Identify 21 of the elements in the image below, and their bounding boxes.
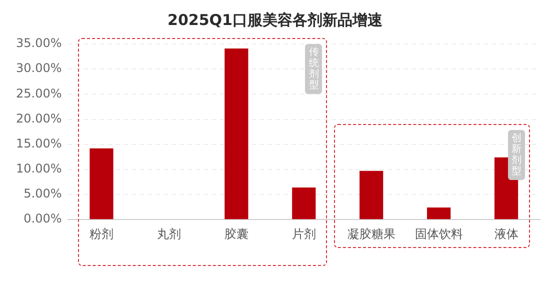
x-tick-label: 液体	[494, 226, 518, 241]
bar	[427, 208, 451, 220]
y-tick-label: 20.00%	[16, 111, 62, 126]
x-tick-label: 凝胶糖果	[347, 226, 396, 241]
bar	[292, 187, 316, 220]
y-tick-label: 30.00%	[16, 61, 62, 76]
bar	[90, 148, 114, 220]
bar	[224, 48, 248, 220]
y-tick-label: 25.00%	[16, 86, 62, 100]
x-tick-label: 固体饮料	[414, 226, 463, 241]
x-tick-label: 丸剂	[156, 226, 181, 241]
x-tick-label: 片剂	[292, 226, 316, 241]
y-tick-label: 10.00%	[16, 162, 62, 176]
y-tick-label: 5.00%	[24, 186, 62, 201]
x-tick-label: 粉剂	[89, 226, 114, 241]
x-tick-label: 胶囊	[224, 226, 248, 241]
y-tick-label: 0.00%	[24, 212, 62, 226]
y-tick-label: 35.00%	[16, 36, 62, 50]
bar	[360, 170, 384, 220]
y-tick-label: 15.00%	[16, 136, 62, 150]
chart-title: 2025Q1口服美容各剂新品增速	[168, 10, 384, 29]
